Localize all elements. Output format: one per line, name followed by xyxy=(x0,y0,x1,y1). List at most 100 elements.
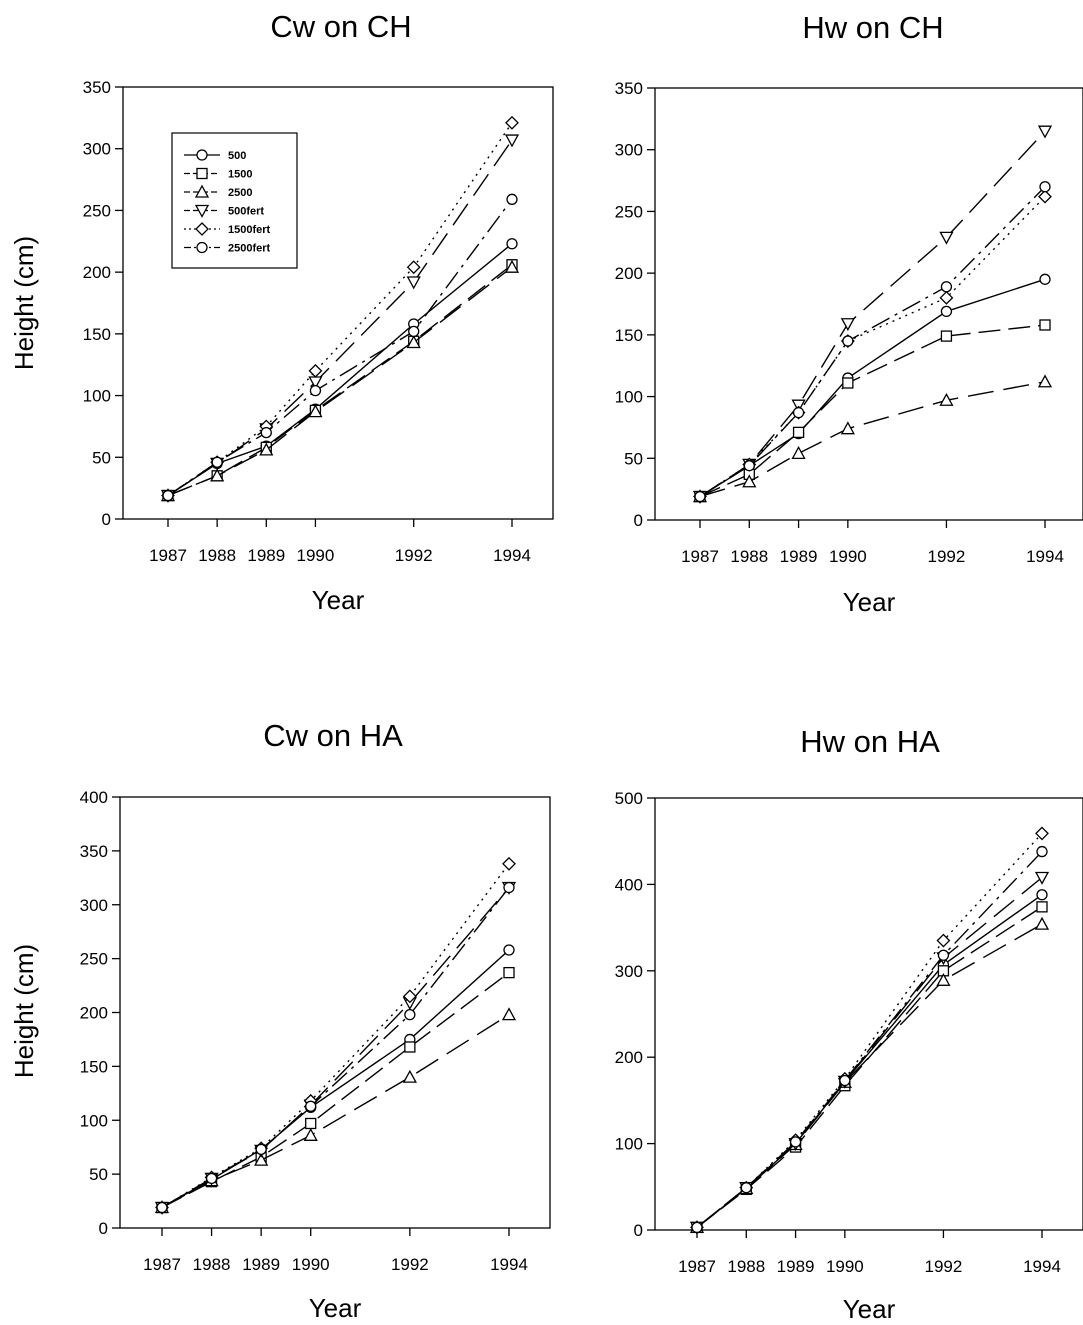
y-tick-label: 350 xyxy=(80,842,108,861)
plot-frame xyxy=(122,86,554,520)
y-tick-label: 150 xyxy=(80,1057,108,1076)
data-point xyxy=(1039,181,1051,193)
data-point xyxy=(694,490,706,503)
data-point xyxy=(156,1201,168,1214)
data-point xyxy=(205,1172,218,1185)
y-tick-label: 200 xyxy=(615,264,643,283)
panel-title: Cw on CH xyxy=(270,9,411,44)
y-tick-label: 350 xyxy=(83,78,111,97)
y-tick-label: 100 xyxy=(615,388,643,407)
y-tick-label: 50 xyxy=(92,448,111,467)
x-tick-label: 1987 xyxy=(681,547,719,566)
series-2500fert xyxy=(162,193,518,502)
x-tick-label: 1990 xyxy=(826,1257,864,1276)
series-line xyxy=(167,266,513,497)
panel-title: Cw on HA xyxy=(263,718,403,753)
x-tick-label: 1992 xyxy=(928,547,966,566)
panel-cw-on-ch: Cw on CH Year Height (cm) 0 50 100 150 200 25… xyxy=(9,9,554,615)
data-point xyxy=(1039,319,1051,331)
x-tick-label: 1989 xyxy=(242,1255,280,1274)
data-point xyxy=(309,384,322,397)
panel-cw-on-ha: Cw on HA Year Height (cm) 0 50 100 150 200 25… xyxy=(9,718,551,1323)
legend-entry: 2500fert xyxy=(184,241,271,255)
data-point xyxy=(305,1100,317,1112)
data-point xyxy=(1036,889,1048,901)
series-1500fert xyxy=(155,856,516,1215)
data-point xyxy=(1036,901,1048,913)
data-point xyxy=(502,856,516,871)
data-point xyxy=(505,115,519,130)
legend-marker xyxy=(196,167,208,180)
data-point xyxy=(939,392,954,406)
y-tick-label: 100 xyxy=(80,1111,108,1130)
legend-label: 500 xyxy=(228,150,246,162)
y-tick-label: 300 xyxy=(80,896,108,915)
data-point xyxy=(503,944,515,956)
legend: 500 1500 2500 500fert 1500fert 2500fert xyxy=(171,132,298,269)
data-point xyxy=(305,1117,317,1130)
series-1500fert xyxy=(693,189,1052,504)
y-axis-label: Height (cm) xyxy=(9,236,39,370)
legend-entry: 2500 xyxy=(184,184,252,199)
x-tick-label: 1987 xyxy=(678,1257,716,1276)
x-tick-label: 1992 xyxy=(395,546,433,565)
series-2500fert xyxy=(691,845,1048,1234)
data-point xyxy=(406,335,421,349)
y-tick-label: 400 xyxy=(80,788,108,807)
data-point xyxy=(940,330,953,342)
legend-marker xyxy=(196,149,208,161)
data-point xyxy=(842,335,854,347)
data-point xyxy=(504,134,520,148)
data-point xyxy=(792,426,805,439)
series-line xyxy=(167,198,513,497)
data-point xyxy=(1039,273,1051,285)
series-1500fert xyxy=(690,826,1049,1235)
y-tick-label: 0 xyxy=(634,1221,643,1240)
y-tick-label: 300 xyxy=(615,141,643,160)
series-line xyxy=(699,381,1046,498)
series-2500fert xyxy=(156,881,515,1214)
data-point xyxy=(691,1221,703,1234)
series-line xyxy=(161,863,510,1209)
legend-marker xyxy=(196,241,208,254)
series-line xyxy=(696,894,1043,1228)
data-point xyxy=(255,1143,267,1155)
x-tick-label: 1989 xyxy=(780,547,818,566)
data-point xyxy=(792,406,805,419)
data-point xyxy=(842,377,854,389)
y-tick-label: 500 xyxy=(615,789,643,808)
data-point xyxy=(939,290,954,305)
y-tick-label: 200 xyxy=(80,1004,108,1023)
legend-label: 1500fert xyxy=(228,224,271,236)
data-point xyxy=(937,949,950,961)
y-tick-label: 50 xyxy=(89,1165,108,1184)
x-axis-label: Year xyxy=(309,1293,362,1323)
series-line xyxy=(696,906,1043,1228)
data-point xyxy=(939,231,954,245)
data-point xyxy=(936,972,951,986)
data-point xyxy=(408,325,420,338)
y-tick-label: 100 xyxy=(83,387,111,406)
data-point xyxy=(406,276,421,290)
x-tick-label: 1988 xyxy=(730,547,768,566)
y-tick-label: 0 xyxy=(102,510,111,529)
data-point xyxy=(1034,916,1050,930)
legend-label: 2500 xyxy=(228,187,252,199)
data-point xyxy=(506,193,518,205)
x-tick-label: 1990 xyxy=(292,1255,330,1274)
legend-entry: 1500fert xyxy=(184,222,271,236)
series-line xyxy=(161,1014,510,1209)
data-point xyxy=(211,456,223,468)
x-axis-label: Year xyxy=(312,585,365,615)
y-axis-label: Height (cm) xyxy=(9,944,39,1078)
series-line xyxy=(161,972,510,1209)
series-line xyxy=(161,887,510,1209)
plot-frame xyxy=(119,796,551,1229)
data-point xyxy=(504,259,520,273)
legend-label: 1500 xyxy=(228,169,252,181)
data-point xyxy=(404,1041,416,1053)
data-point xyxy=(162,489,174,502)
y-tick-label: 400 xyxy=(615,875,643,894)
y-tick-label: 350 xyxy=(615,79,643,98)
